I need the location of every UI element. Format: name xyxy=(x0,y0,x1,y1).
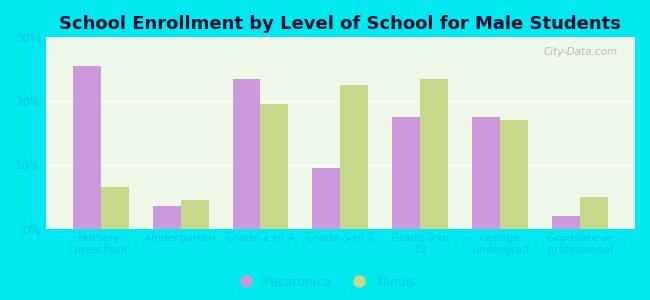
Bar xyxy=(393,117,421,229)
Bar xyxy=(101,187,129,229)
Bar xyxy=(233,79,261,229)
Bar xyxy=(153,206,181,229)
Bar xyxy=(580,197,608,229)
Legend: Pecatonica, Illinois: Pecatonica, Illinois xyxy=(229,271,421,294)
Title: School Enrollment by Level of School for Male Students: School Enrollment by Level of School for… xyxy=(60,15,621,33)
Bar xyxy=(313,168,341,229)
Bar xyxy=(473,117,501,229)
Bar xyxy=(552,216,580,229)
Bar xyxy=(181,200,209,229)
Bar xyxy=(500,120,528,229)
Bar xyxy=(341,85,369,229)
Bar xyxy=(421,79,448,229)
Bar xyxy=(73,66,101,229)
Bar xyxy=(261,104,289,229)
Text: City-Data.com: City-Data.com xyxy=(543,47,618,57)
